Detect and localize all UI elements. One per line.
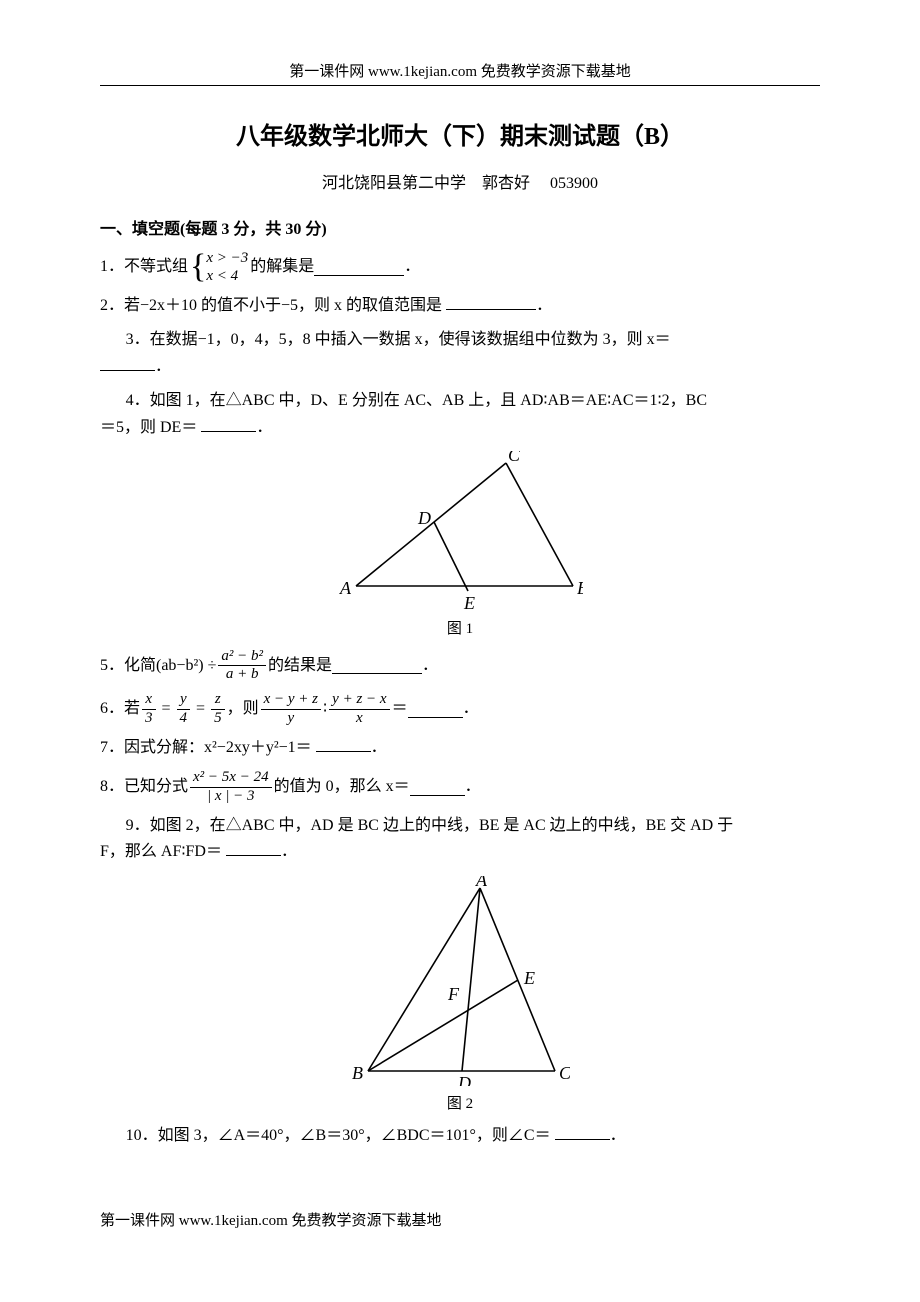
den: 5 (211, 710, 225, 727)
q4-a: 4．如图 1，在△ABC 中，D、E 分别在 AC、AB 上，且 AD∶AB＝A… (126, 392, 707, 409)
q6-mid: ，则 (227, 696, 259, 722)
q5-post: 的结果是 (268, 653, 332, 679)
q9-a: 9．如图 2，在△ABC 中，AD 是 BC 边上的中线，BE 是 AC 边上的… (126, 817, 734, 834)
problem-8: 8．已知分式 x² − 5x − 24 | x | − 3 的值为 0，那么 x… (100, 769, 820, 805)
blank (226, 839, 281, 856)
q2-text: 2．若−2x＋10 的值不小于−5，则 x 的取值范围是 (100, 297, 442, 314)
svg-text:E: E (523, 968, 535, 988)
problem-4: 4．如图 1，在△ABC 中，D、E 分别在 AC、AB 上，且 AD∶AB＝A… (100, 388, 820, 441)
svg-text:D: D (457, 1073, 471, 1086)
brace-icon: { x > −3 x < 4 (190, 249, 248, 285)
fraction: z5 (211, 691, 225, 727)
q6-pre: 6．若 (100, 696, 140, 722)
problem-6: 6．若 x3 = y4 = z5 ，则 x − y + zy ∶ y + z −… (100, 691, 820, 727)
q3-end: ． (155, 358, 171, 375)
problem-10: 10．如图 3，∠A＝40°，∠B＝30°，∠BDC＝101°，则∠C＝ ． (100, 1123, 820, 1149)
problem-3: 3．在数据−1，0，4，5，8 中插入一数据 x，使得该数据组中位数为 3，则 … (100, 327, 820, 380)
den: 4 (177, 710, 191, 727)
fraction: y4 (177, 691, 191, 727)
svg-text:B: B (577, 578, 583, 598)
svg-text:A: A (475, 876, 488, 890)
figure-2: A B C D E F (100, 876, 820, 1086)
q1-post: 的解集是 (250, 254, 314, 280)
blank (201, 415, 256, 432)
subtitle-school: 河北饶阳县第二中学 (322, 175, 466, 192)
q1-ineq-2: x < 4 (206, 267, 248, 285)
den: y (261, 710, 321, 727)
svg-text:C: C (508, 451, 521, 465)
blank (100, 354, 155, 371)
blank (316, 735, 371, 752)
subtitle-author: 郭杏好 (482, 175, 530, 192)
num: z (211, 691, 225, 709)
svg-text:D: D (417, 508, 431, 528)
q8-num: x² − 5x − 24 (190, 769, 272, 787)
problem-9: 9．如图 2，在△ABC 中，AD 是 BC 边上的中线，BE 是 AC 边上的… (100, 813, 820, 866)
blank (410, 779, 465, 796)
problem-2: 2．若−2x＋10 的值不小于−5，则 x 的取值范围是 ． (100, 293, 820, 319)
page-header: 第一课件网 www.1kejian.com 免费教学资源下载基地 (100, 60, 820, 86)
svg-text:B: B (352, 1063, 363, 1083)
fraction: a² − b² a + b (218, 648, 266, 684)
num: x − y + z (261, 691, 321, 709)
problem-7: 7．因式分解：x²−2xy＋y²−1＝ ． (100, 735, 820, 761)
doc-subtitle: 河北饶阳县第二中学 郭杏好 053900 (100, 169, 820, 193)
num: x (142, 691, 156, 709)
q10-text: 10．如图 3，∠A＝40°，∠B＝30°，∠BDC＝101°，则∠C＝ (126, 1127, 551, 1144)
blank (446, 293, 536, 310)
num: y + z − x (329, 691, 389, 709)
problem-1: 1．不等式组 { x > −3 x < 4 的解集是 ． (100, 249, 820, 285)
den: x (329, 710, 389, 727)
doc-title: 八年级数学北师大（下）期末测试题（B） (100, 116, 820, 151)
q4-b: ＝5，则 DE＝ (100, 419, 197, 436)
fraction: x − y + zy (261, 691, 321, 727)
q1-ineq-1: x > −3 (206, 249, 248, 267)
q5-den: a + b (218, 666, 266, 683)
fraction: x² − 5x − 24 | x | − 3 (190, 769, 272, 805)
blank (555, 1123, 610, 1140)
q7-text: 7．因式分解：x²−2xy＋y²−1＝ (100, 739, 312, 756)
q1-pre: 1．不等式组 (100, 254, 188, 280)
svg-text:F: F (447, 984, 460, 1004)
figure-1: A B C D E (100, 451, 820, 611)
q8-pre: 8．已知分式 (100, 774, 188, 800)
q9-b: F，那么 AF∶FD＝ (100, 843, 222, 860)
q6-colon: ∶ (323, 696, 327, 722)
fraction: y + z − xx (329, 691, 389, 727)
problem-5: 5．化简(ab−b²) ÷ a² − b² a + b 的结果是 ． (100, 648, 820, 684)
section-1-heading: 一、填空题(每题 3 分，共 30 分) (100, 215, 820, 239)
svg-text:E: E (463, 593, 475, 611)
figure-2-caption: 图 2 (100, 1092, 820, 1113)
blank (332, 657, 422, 674)
blank (408, 701, 463, 718)
svg-text:A: A (339, 578, 352, 598)
blank (314, 259, 404, 276)
figure-1-caption: 图 1 (100, 617, 820, 638)
den: 3 (142, 710, 156, 727)
fraction: x3 (142, 691, 156, 727)
q5-num: a² − b² (218, 648, 266, 666)
subtitle-code: 053900 (550, 175, 598, 192)
svg-text:C: C (559, 1063, 570, 1083)
q8-den: | x | − 3 (190, 788, 272, 805)
q8-post: 的值为 0，那么 x＝ (274, 774, 410, 800)
q3-text: 3．在数据−1，0，4，5，8 中插入一数据 x，使得该数据组中位数为 3，则 … (126, 331, 671, 348)
page-footer: 第一课件网 www.1kejian.com 免费教学资源下载基地 (100, 1209, 820, 1230)
q5-pre: 5．化简(ab−b²) ÷ (100, 653, 216, 679)
q6-eq: ＝ (392, 696, 408, 722)
num: y (177, 691, 191, 709)
